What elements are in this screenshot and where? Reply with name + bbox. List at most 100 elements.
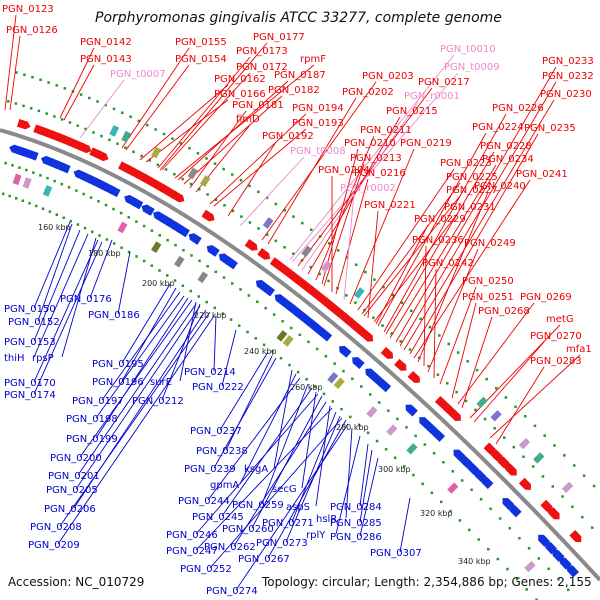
inner-gene-label[interactable]: PGN_0200: [50, 453, 102, 464]
inner-gene-label[interactable]: PGN_0262: [204, 542, 256, 553]
outer-gene-label[interactable]: PGN_0172: [236, 62, 288, 73]
inner-gene-label[interactable]: PGN_0274: [206, 586, 258, 597]
outer-gene-label[interactable]: PGN_t0009: [444, 62, 500, 73]
inner-gene-label[interactable]: PGN_0208: [30, 522, 82, 533]
outer-gene-label[interactable]: PGN_0194: [292, 103, 344, 114]
inner-gene-label[interactable]: PGN_0197: [72, 396, 124, 407]
outer-gene-label[interactable]: PGN_0126: [6, 25, 58, 36]
outer-gene-label[interactable]: mfa1: [566, 344, 592, 355]
inner-gene-label[interactable]: surE: [150, 377, 172, 388]
outer-gene-label[interactable]: PGN_0232: [542, 71, 594, 82]
outer-gene-label[interactable]: PGN_0270: [530, 331, 582, 342]
outer-gene-label[interactable]: PGN_0233: [542, 56, 594, 67]
outer-gene-label[interactable]: PGN_t0010: [440, 44, 496, 55]
outer-gene-label[interactable]: PGN_0221: [364, 200, 416, 211]
inner-gene-label[interactable]: PGN_0285: [330, 518, 382, 529]
outer-gene-label[interactable]: PGN_r0002: [340, 183, 396, 194]
outer-gene-label[interactable]: PGN_0219: [400, 138, 452, 149]
inner-gene-label[interactable]: PGN_0205: [46, 485, 98, 496]
inner-gene-label[interactable]: PGN_0209: [28, 540, 80, 551]
inner-gene-label[interactable]: PGN_0247: [166, 546, 218, 557]
outer-gene-label[interactable]: PGN_0192: [262, 131, 314, 142]
outer-gene-label[interactable]: PGN_0204: [318, 165, 370, 176]
outer-gene-label[interactable]: PGN_t0007: [110, 69, 166, 80]
inner-gene-label[interactable]: PGN_0284: [330, 502, 382, 513]
outer-gene-label[interactable]: metG: [546, 314, 574, 325]
inner-gene-label[interactable]: PGN_0252: [180, 564, 232, 575]
inner-gene-label[interactable]: PGN_0286: [330, 532, 382, 543]
outer-gene-label[interactable]: PGN_0251: [462, 292, 514, 303]
outer-gene-label[interactable]: PGN_0202: [342, 87, 394, 98]
inner-gene-label[interactable]: PGN_0195: [92, 359, 144, 370]
inner-gene-label[interactable]: PGN_0222: [192, 382, 244, 393]
inner-gene-label[interactable]: PGN_0238: [196, 446, 248, 457]
inner-gene-label[interactable]: PGN_0267: [238, 554, 290, 565]
inner-gene-label[interactable]: PGN_0201: [48, 471, 100, 482]
outer-gene-label[interactable]: PGN_0227: [446, 185, 498, 196]
inner-gene-label[interactable]: rpsP: [32, 353, 54, 364]
outer-gene-label[interactable]: PGN_0224: [472, 122, 524, 133]
inner-gene-label[interactable]: PGN_0170: [4, 378, 56, 389]
inner-gene-label[interactable]: PGN_0239: [184, 464, 236, 475]
outer-gene-label[interactable]: PGN_0213: [350, 153, 402, 164]
inner-gene-label[interactable]: PGN_0244: [178, 496, 230, 507]
outer-gene-label[interactable]: PGN_0234: [482, 154, 534, 165]
inner-gene-label[interactable]: PGN_0198: [66, 414, 118, 425]
outer-gene-label[interactable]: PGN_0177: [253, 32, 305, 43]
outer-gene-label[interactable]: PGN_t0008: [290, 146, 346, 157]
outer-gene-label[interactable]: PGN_0242: [422, 258, 474, 269]
outer-gene-label[interactable]: PGN_0241: [516, 169, 568, 180]
inner-gene-label[interactable]: gpmA: [210, 480, 239, 491]
inner-gene-label[interactable]: PGN_0214: [184, 367, 236, 378]
outer-gene-label[interactable]: PGN_0203: [362, 71, 414, 82]
outer-gene-label[interactable]: PGN_0217: [418, 77, 470, 88]
outer-gene-label[interactable]: PGN_0123: [2, 4, 54, 15]
inner-gene-label[interactable]: PGN_0153: [4, 337, 56, 348]
outer-gene-label[interactable]: PGN_0155: [175, 37, 227, 48]
outer-gene-label[interactable]: PGN_0215: [386, 106, 438, 117]
outer-gene-label[interactable]: PGN_0211: [360, 125, 412, 136]
outer-gene-label[interactable]: PGN_0193: [292, 118, 344, 129]
inner-gene-label[interactable]: PGN_0260: [222, 524, 274, 535]
inner-gene-label[interactable]: PGN_0212: [132, 396, 184, 407]
inner-gene-label[interactable]: PGN_0199: [66, 434, 118, 445]
inner-gene-label[interactable]: PGN_0186: [88, 310, 140, 321]
outer-gene-label[interactable]: PGN_0173: [236, 46, 288, 57]
outer-gene-label[interactable]: fimD: [236, 114, 260, 125]
outer-gene-label[interactable]: PGN_0250: [462, 276, 514, 287]
outer-gene-label[interactable]: PGN_0162: [214, 74, 266, 85]
inner-gene-label[interactable]: PGN_0206: [44, 504, 96, 515]
inner-gene-label[interactable]: PGN_0271: [262, 518, 314, 529]
inner-gene-label[interactable]: secG: [272, 484, 297, 495]
outer-gene-label[interactable]: PGN_0210: [344, 138, 396, 149]
outer-gene-label[interactable]: PGN_0187: [274, 70, 326, 81]
inner-gene-label[interactable]: thiH: [4, 353, 25, 364]
inner-gene-label[interactable]: hslR: [316, 514, 337, 525]
outer-gene-label[interactable]: PGN_0228: [480, 141, 532, 152]
inner-gene-label[interactable]: PGN_0307: [370, 548, 422, 559]
outer-gene-label[interactable]: PGN_0223: [440, 158, 492, 169]
inner-gene-label[interactable]: PGN_0237: [190, 426, 242, 437]
outer-gene-label[interactable]: PGN_0216: [354, 168, 406, 179]
outer-gene-label[interactable]: PGN_0236: [412, 235, 464, 246]
inner-gene-label[interactable]: PGN_0152: [8, 317, 60, 328]
outer-gene-label[interactable]: PGN_0235: [524, 123, 576, 134]
inner-gene-label[interactable]: PGN_0245: [192, 512, 244, 523]
inner-gene-label[interactable]: PGN_0196: [92, 377, 144, 388]
outer-gene-label[interactable]: PGN_0268: [478, 306, 530, 317]
outer-gene-label[interactable]: PGN_0182: [268, 85, 320, 96]
outer-gene-label[interactable]: PGN_0142: [80, 37, 132, 48]
outer-gene-label[interactable]: PGN_0225: [446, 172, 498, 183]
outer-gene-label[interactable]: PGN_0143: [80, 54, 132, 65]
outer-gene-label[interactable]: PGN_0283: [530, 356, 582, 367]
inner-gene-label[interactable]: rplY: [306, 530, 326, 541]
outer-gene-label[interactable]: PGN_0240: [474, 181, 526, 192]
outer-gene-label[interactable]: rpmF: [300, 54, 326, 65]
outer-gene-label[interactable]: PGN_0154: [175, 54, 227, 65]
outer-gene-label[interactable]: PGN_r0001: [404, 91, 460, 102]
inner-gene-label[interactable]: PGN_0259: [232, 500, 284, 511]
outer-gene-label[interactable]: PGN_0249: [464, 238, 516, 249]
outer-gene-label[interactable]: PGN_0226: [492, 103, 544, 114]
outer-gene-label[interactable]: PGN_0181: [232, 100, 284, 111]
inner-gene-label[interactable]: ksgA: [244, 464, 268, 475]
